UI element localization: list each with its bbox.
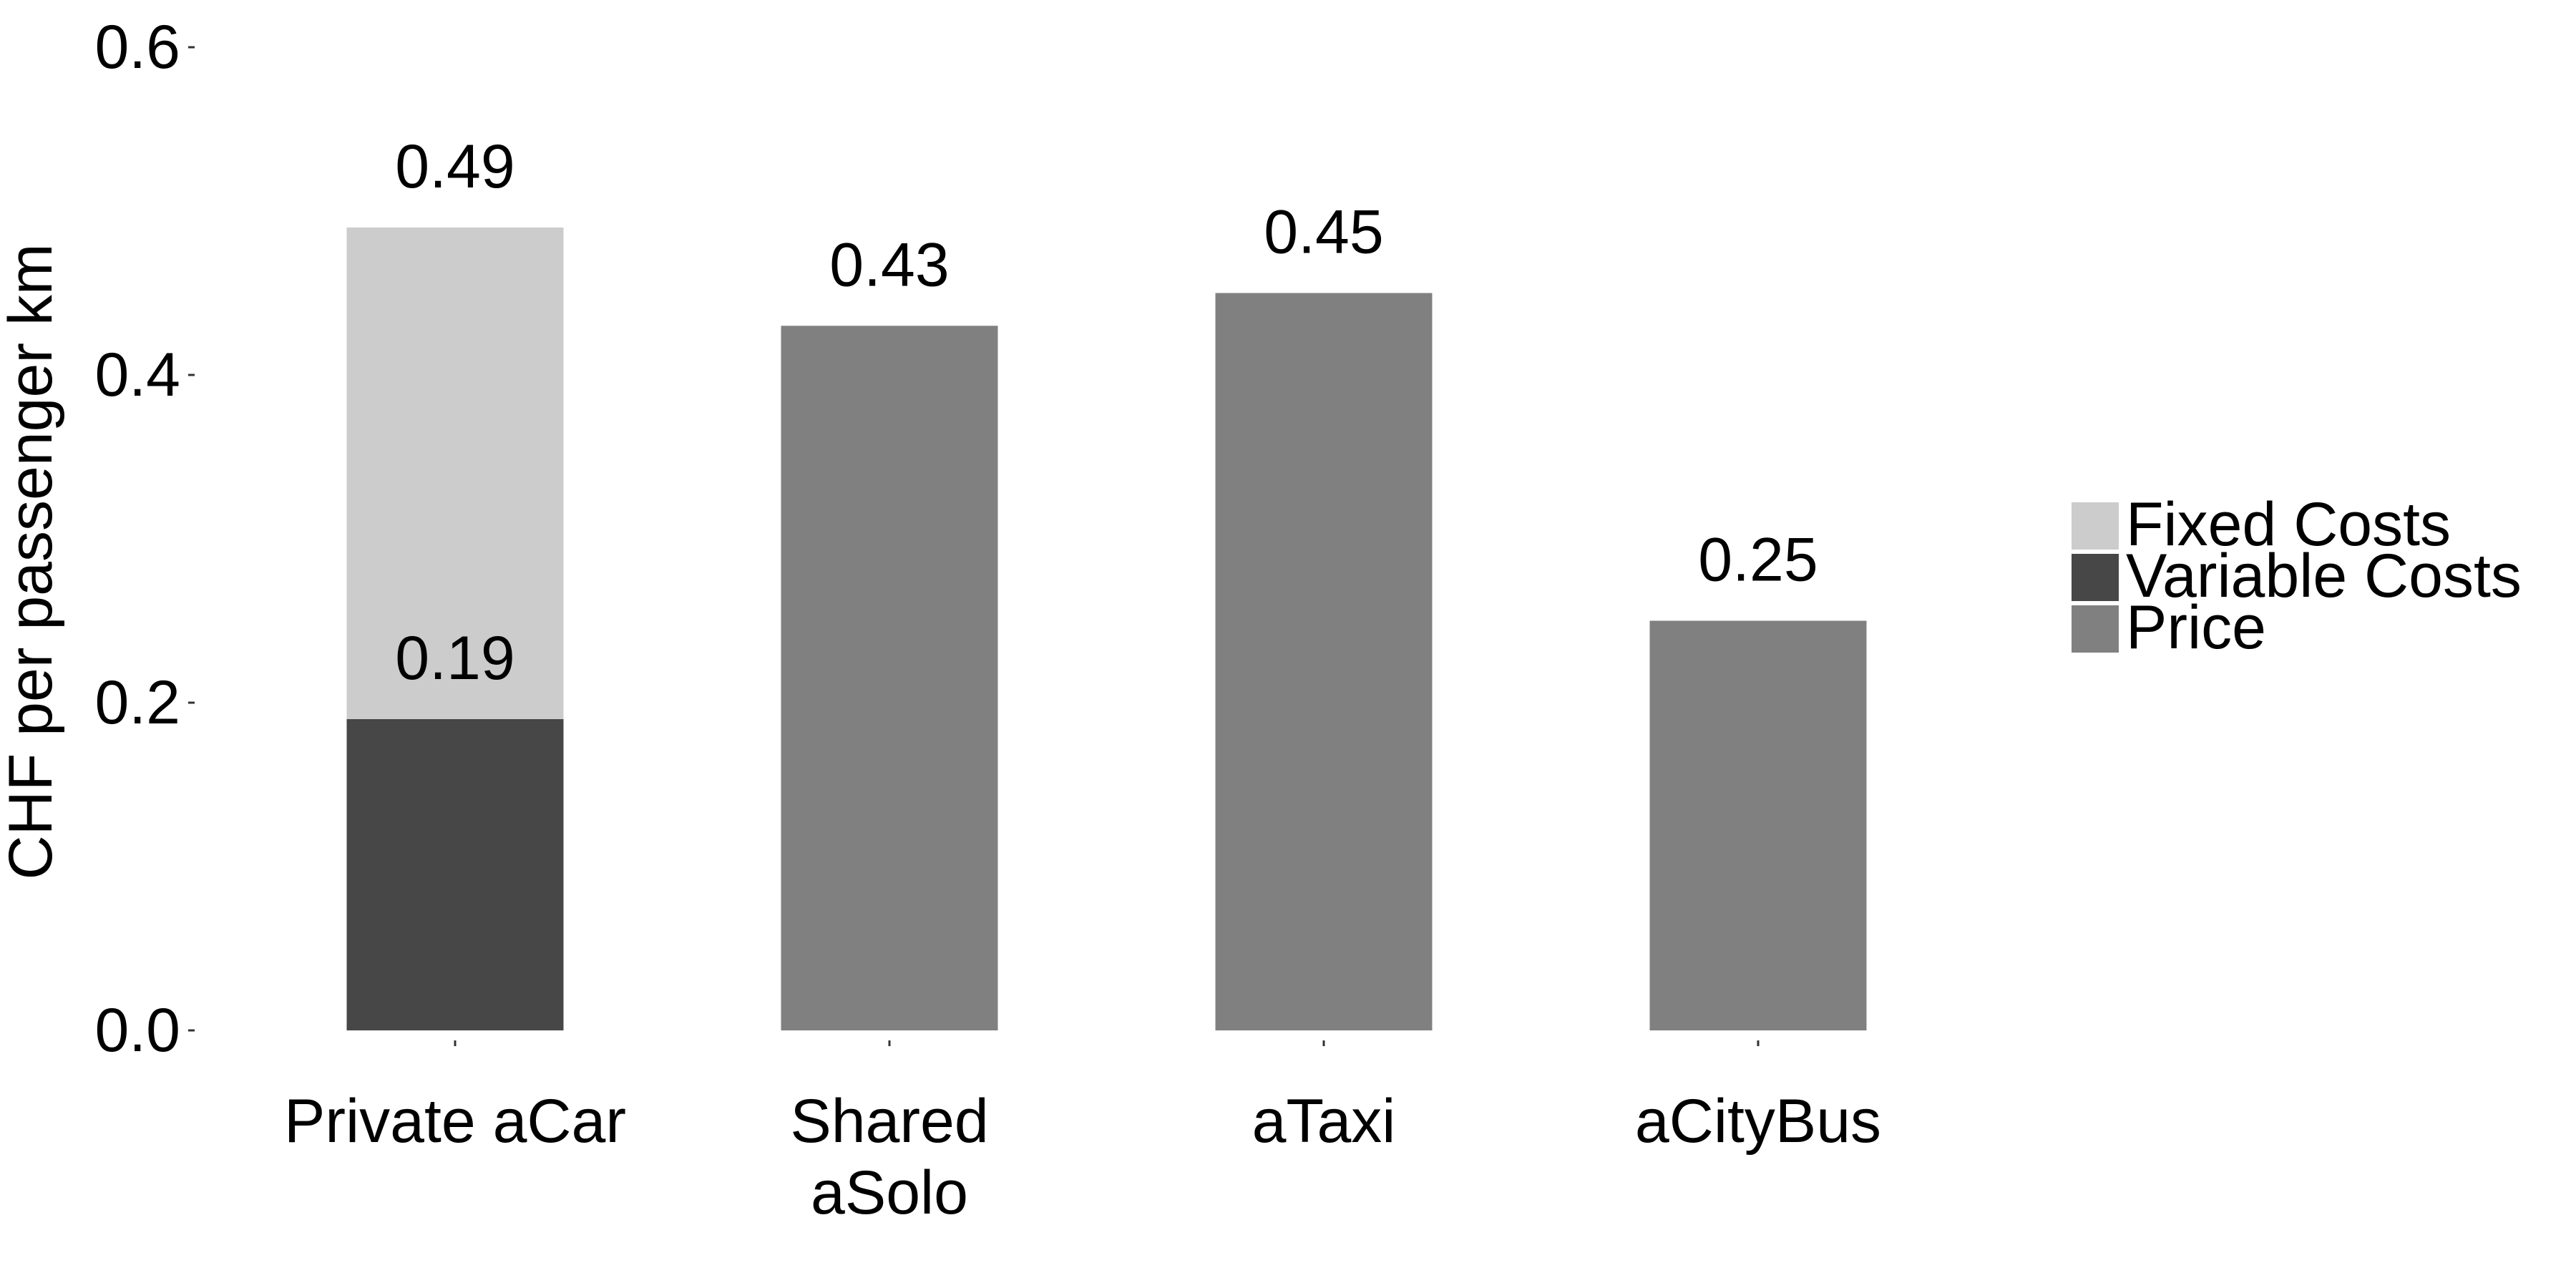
- data-label: 0.45: [1264, 198, 1383, 267]
- legend-label: Variable Costs: [2126, 542, 2522, 610]
- bar-price: [1649, 620, 1867, 1030]
- legend-swatch: [2072, 554, 2119, 601]
- data-label: 0.43: [829, 230, 949, 299]
- y-axis-label: CHF per passenger km: [0, 244, 65, 880]
- y-tick-label: 0.0: [94, 996, 180, 1065]
- legend-swatch: [2072, 502, 2119, 550]
- x-axis: Private aCar Shared aSolo aTaxi aCityBus: [284, 1040, 1881, 1227]
- legend-label: Price: [2126, 593, 2266, 662]
- x-tick-label: aTaxi: [1252, 1087, 1396, 1156]
- data-label: 0.25: [1698, 526, 1818, 595]
- y-tick-label: 0.2: [94, 668, 180, 737]
- y-tick-label: 0.4: [94, 341, 180, 409]
- bars-group: [346, 227, 1867, 1030]
- bar-variable-costs: [346, 718, 564, 1030]
- data-labels-group: 0.49 0.19 0.43 0.45 0.25: [395, 132, 1818, 693]
- legend-label: Fixed Costs: [2126, 490, 2451, 559]
- bar-price: [781, 326, 998, 1030]
- x-tick-label: aCityBus: [1635, 1087, 1881, 1156]
- data-label: 0.49: [395, 132, 514, 201]
- legend-swatch: [2072, 605, 2119, 653]
- y-axis: 0.0 0.2 0.4 0.6: [94, 13, 195, 1065]
- bar-fixed-costs: [346, 227, 564, 719]
- y-tick-label: 0.6: [94, 13, 180, 82]
- x-tick-label: Shared aSolo: [790, 1087, 988, 1227]
- data-label: 0.19: [395, 624, 514, 693]
- bar-price: [1215, 293, 1433, 1030]
- x-tick-label: Private aCar: [284, 1087, 626, 1156]
